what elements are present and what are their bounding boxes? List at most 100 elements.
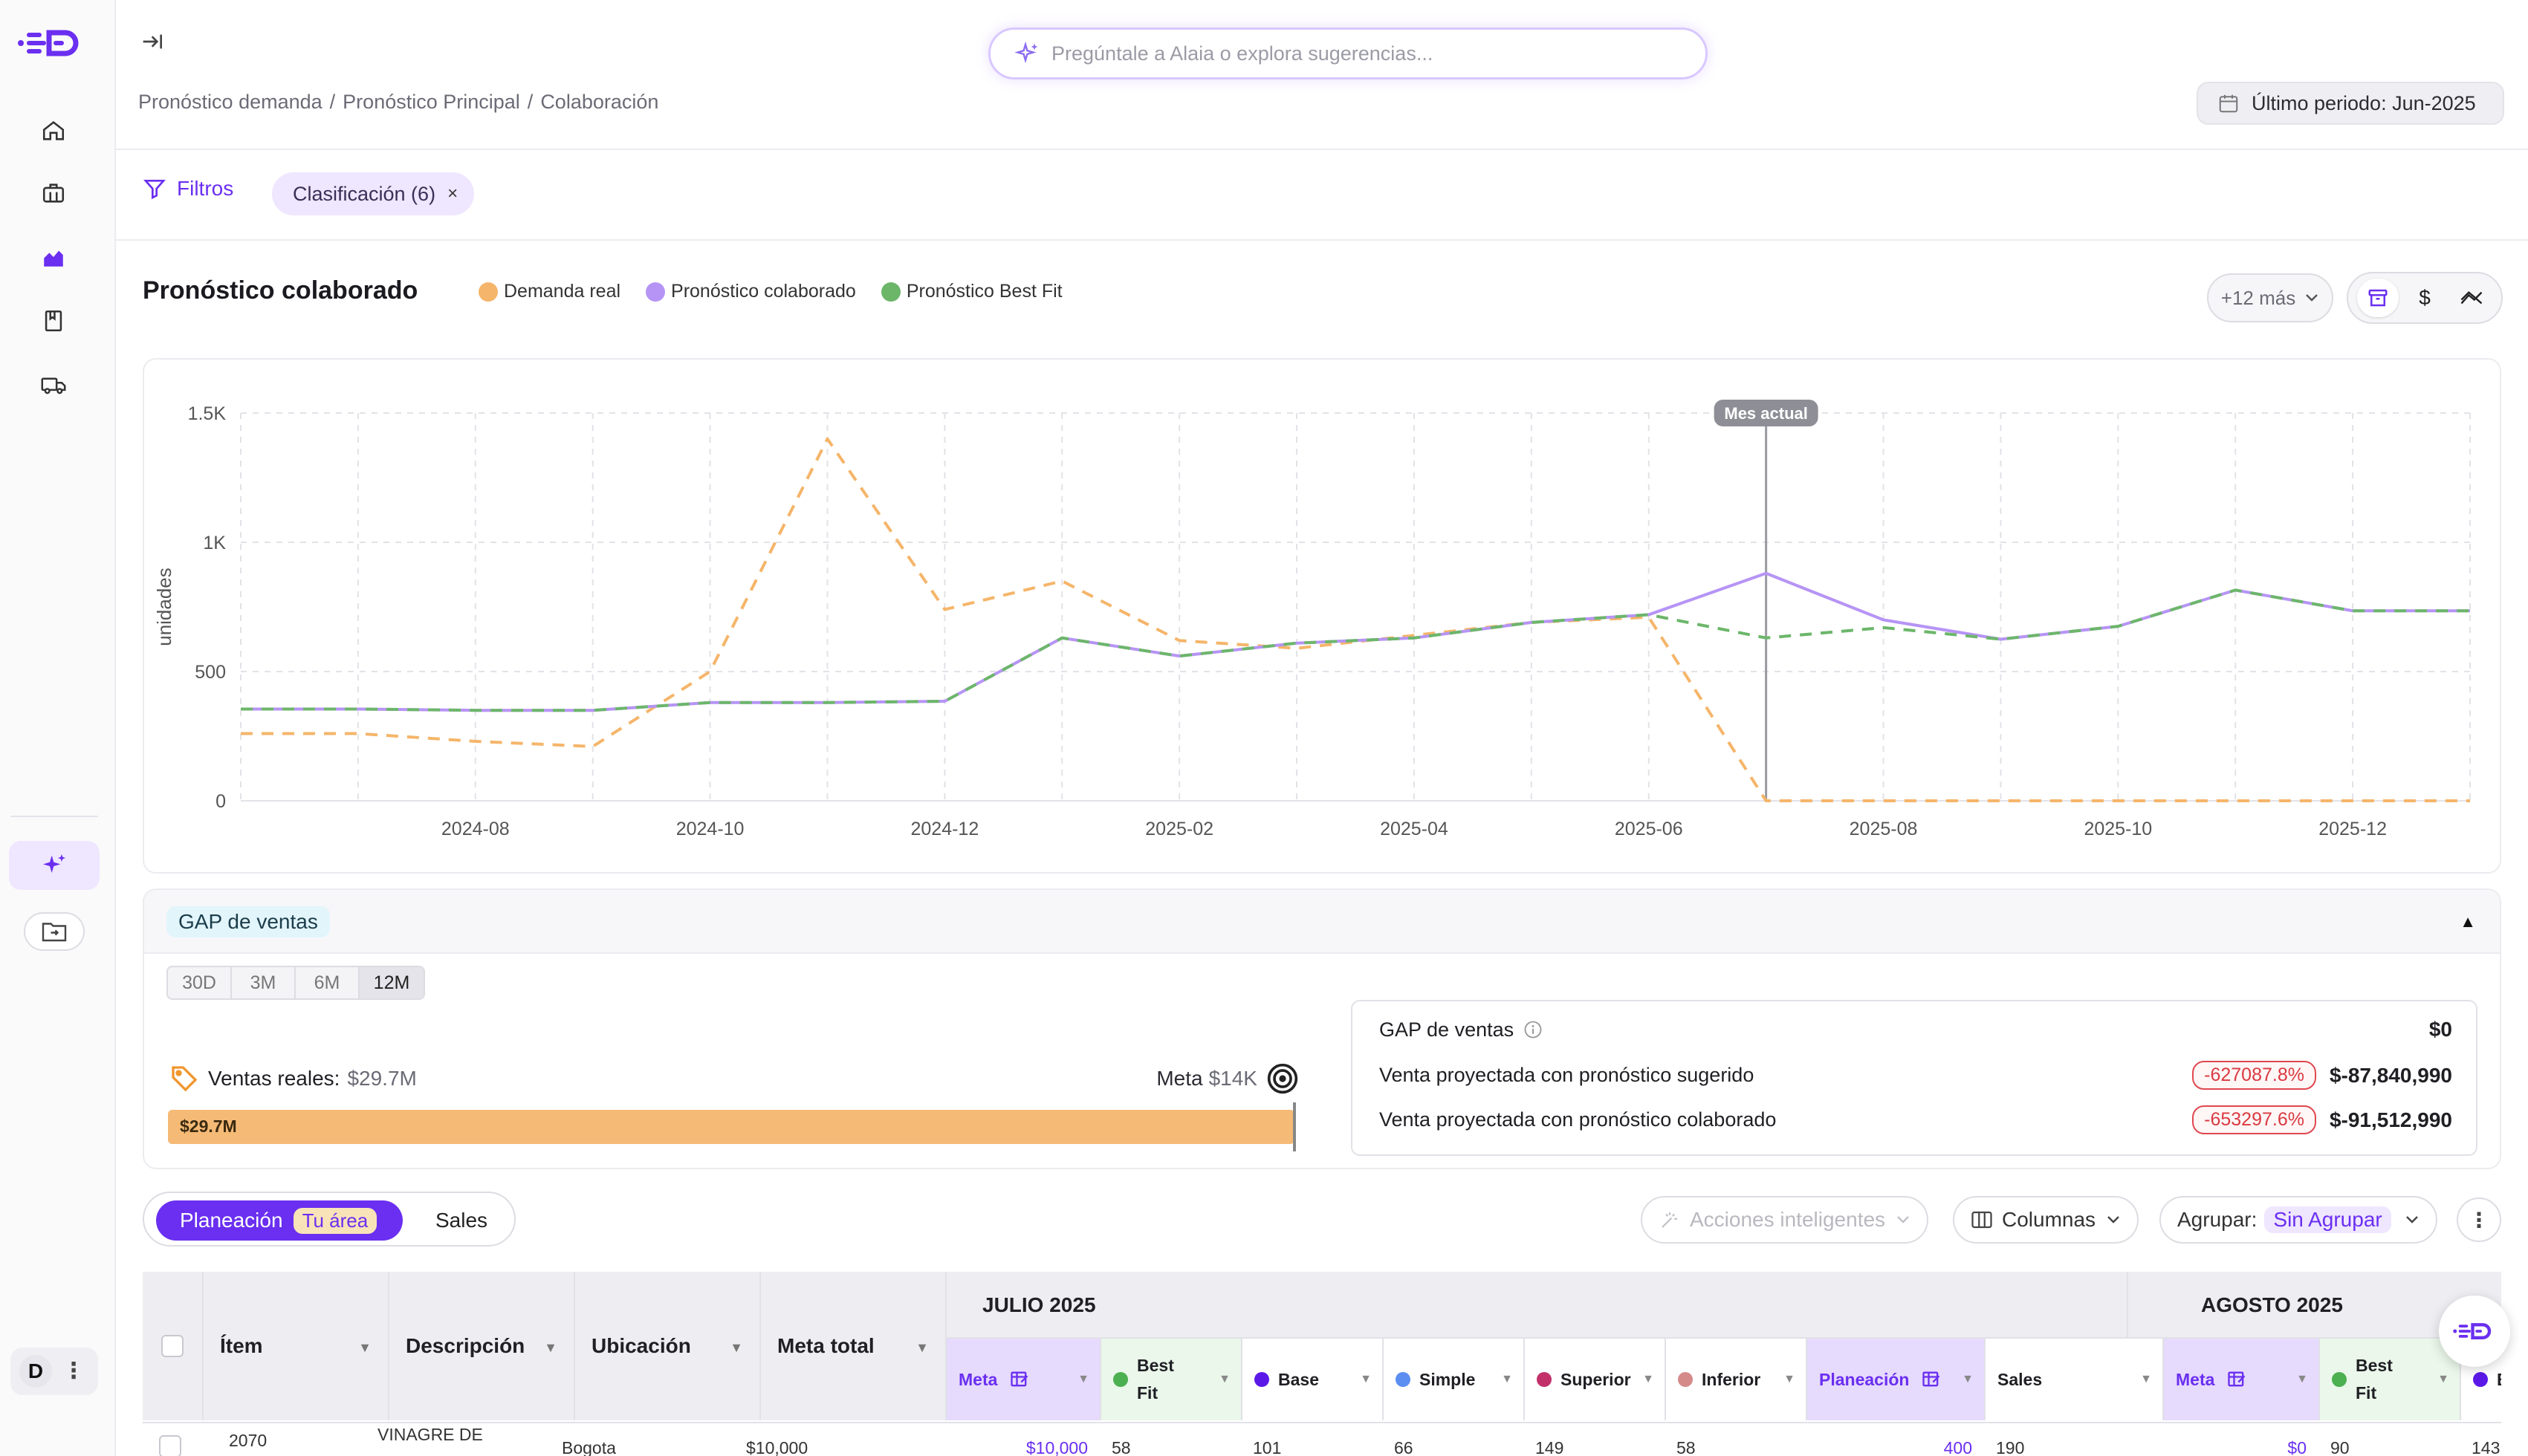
table-cell[interactable]: 190 <box>1996 1438 2025 1456</box>
filters-button[interactable]: Filtros <box>143 177 233 201</box>
gap-summary-label: GAP de ventas <box>1379 1018 1514 1041</box>
table-cell[interactable]: 149 <box>1535 1438 1564 1456</box>
caret-down-icon[interactable]: ▼ <box>915 1340 929 1355</box>
gap-summary-value: $-87,840,990 <box>2329 1063 2452 1087</box>
brand-logo[interactable] <box>16 25 88 61</box>
column-header-location[interactable]: Ubicación ▼ <box>575 1272 761 1420</box>
search-input[interactable]: Pregúntale a Alaia o explora sugerencias… <box>988 27 1708 79</box>
column-header-meta-total[interactable]: Meta total ▼ <box>761 1272 947 1420</box>
breadcrumb-item[interactable]: Pronóstico demanda <box>138 91 323 113</box>
close-icon[interactable]: × <box>447 183 458 204</box>
caret-down-icon[interactable]: ▼ <box>1077 1373 1089 1385</box>
subcolumn-header[interactable]: Planeación ▼ <box>1807 1339 1986 1420</box>
caret-down-icon[interactable]: ▼ <box>730 1340 743 1355</box>
caret-down-icon[interactable]: ▼ <box>2437 1373 2449 1385</box>
breadcrumb-item[interactable]: Pronóstico Principal <box>343 91 520 113</box>
table-cell[interactable]: $0 <box>2287 1438 2307 1456</box>
table-cell[interactable]: 101 <box>1253 1438 1282 1456</box>
group-by-dropdown[interactable]: Agrupar: Sin Agrupar <box>2159 1196 2437 1244</box>
ai-assistant-button[interactable] <box>9 841 100 890</box>
subcolumn-header[interactable]: Meta ▼ <box>947 1339 1101 1420</box>
tab-planning[interactable]: Planeación Tu área <box>156 1200 403 1241</box>
user-menu[interactable]: D ⋮ <box>10 1348 98 1395</box>
units-view-button[interactable] <box>2356 279 2399 317</box>
sparkle-icon <box>43 854 65 873</box>
folder-button[interactable] <box>24 912 85 951</box>
filter-chip[interactable]: Clasificación (6) × <box>272 172 475 215</box>
cell-item: 2070 <box>229 1431 268 1450</box>
subcolumn-header[interactable]: Meta ▼ <box>2164 1339 2320 1420</box>
briefcase-icon[interactable] <box>36 175 71 211</box>
period-selector[interactable]: Último periodo: Jun-2025 <box>2197 82 2504 125</box>
subcolumn-header[interactable]: Best Fit ▼ <box>1101 1339 1242 1420</box>
currency-view-button[interactable]: $ <box>2404 279 2446 317</box>
smart-actions-dropdown[interactable]: Acciones inteligentes <box>1641 1196 1929 1244</box>
caret-down-icon[interactable]: ▼ <box>544 1340 557 1355</box>
legend-item[interactable]: Demanda real <box>479 281 620 302</box>
caret-up-icon[interactable]: ▲ <box>2460 912 2476 931</box>
edit-table-icon[interactable] <box>1921 1369 1942 1390</box>
more-options-button[interactable]: ⋮ <box>2457 1197 2501 1242</box>
caret-down-icon[interactable]: ▼ <box>1642 1373 1654 1385</box>
book-icon[interactable] <box>36 303 71 339</box>
edit-table-icon[interactable] <box>1009 1369 1030 1390</box>
more-series-dropdown[interactable]: +12 más <box>2207 273 2333 322</box>
subcolumn-header[interactable]: Superior ▼ <box>1525 1339 1666 1420</box>
breadcrumb-item[interactable]: Colaboración <box>540 91 659 113</box>
series-line-2[interactable] <box>241 588 2470 712</box>
column-header-label: Meta total <box>777 1334 875 1357</box>
range-30d[interactable]: 30D <box>168 967 232 998</box>
range-6m[interactable]: 6M <box>296 967 360 998</box>
caret-down-icon[interactable]: ▼ <box>1219 1373 1231 1385</box>
gap-summary-label: Venta proyectada con pronóstico colabora… <box>1379 1108 1777 1131</box>
caret-down-icon[interactable]: ▼ <box>1962 1373 1974 1385</box>
table-cell[interactable]: 58 <box>1676 1438 1696 1456</box>
chart-icon[interactable] <box>36 239 71 275</box>
row-checkbox[interactable] <box>159 1435 181 1456</box>
subcolumn-header[interactable]: Sales ▼ <box>1986 1339 2164 1420</box>
gap-header[interactable]: GAP de ventas ▲ <box>144 890 2500 954</box>
table-cell[interactable]: $10,000 <box>1025 1438 1088 1456</box>
subcolumn-header[interactable]: Inferior ▼ <box>1666 1339 1807 1420</box>
chart-canvas[interactable]: 0 500 1K 1.5K unidades 2024-08 2024-10 2024-12 2… <box>144 360 2503 875</box>
caret-down-icon[interactable]: ▼ <box>2296 1373 2308 1385</box>
table-cell[interactable]: 143 <box>2472 1438 2501 1456</box>
subcolumn-header[interactable]: Base ▼ <box>1242 1339 1384 1420</box>
avatar[interactable]: D <box>19 1355 52 1388</box>
dollar-icon: $ <box>2419 286 2431 309</box>
legend-label: Demanda real <box>504 281 621 302</box>
y-tick-label: 1K <box>203 533 226 553</box>
subcolumn-header[interactable]: Simple ▼ <box>1384 1339 1525 1420</box>
info-icon[interactable] <box>1523 1019 1543 1040</box>
assistant-fab[interactable] <box>2439 1296 2510 1367</box>
caret-down-icon[interactable]: ▼ <box>358 1340 372 1355</box>
select-all-checkbox[interactable] <box>161 1335 184 1357</box>
trend-view-button[interactable] <box>2451 279 2492 317</box>
edit-table-icon[interactable] <box>2226 1369 2247 1390</box>
caret-down-icon[interactable]: ▼ <box>1501 1373 1513 1385</box>
table-cell[interactable]: 58 <box>1112 1438 1131 1456</box>
more-vertical-icon[interactable]: ⋮ <box>62 1359 85 1383</box>
subcolumn-label: Best Fit <box>1137 1356 1174 1403</box>
truck-icon[interactable] <box>36 367 71 403</box>
caret-down-icon[interactable]: ▼ <box>1783 1373 1795 1385</box>
caret-down-icon[interactable]: ▼ <box>2140 1373 2152 1385</box>
gap-title: GAP de ventas <box>166 906 330 937</box>
series-line-0[interactable] <box>241 437 2470 802</box>
subcolumn-header[interactable]: Best Fit ▼ <box>2320 1339 2461 1420</box>
column-header-description[interactable]: Descripción ▼ <box>389 1272 575 1420</box>
table-row[interactable]: 2070 VINAGRE DE Bogota $10,000 $10,000 58… <box>143 1422 2501 1456</box>
range-3m[interactable]: 3M <box>232 967 296 998</box>
caret-down-icon[interactable]: ▼ <box>1360 1373 1372 1385</box>
home-icon[interactable] <box>36 113 71 149</box>
range-12m[interactable]: 12M <box>360 967 424 998</box>
collapse-sidebar-icon[interactable] <box>138 27 168 56</box>
table-cell[interactable]: 66 <box>1394 1438 1413 1456</box>
table-cell[interactable]: 400 <box>1943 1438 1972 1456</box>
legend-item[interactable]: Pronóstico Best Fit <box>881 281 1063 302</box>
column-header-item[interactable]: Ítem ▼ <box>204 1272 389 1420</box>
columns-dropdown[interactable]: Columnas <box>1953 1196 2139 1244</box>
table-cell[interactable]: 90 <box>2330 1438 2350 1456</box>
legend-item[interactable]: Pronóstico colaborado <box>646 281 856 302</box>
tab-sales[interactable]: Sales <box>435 1209 488 1232</box>
